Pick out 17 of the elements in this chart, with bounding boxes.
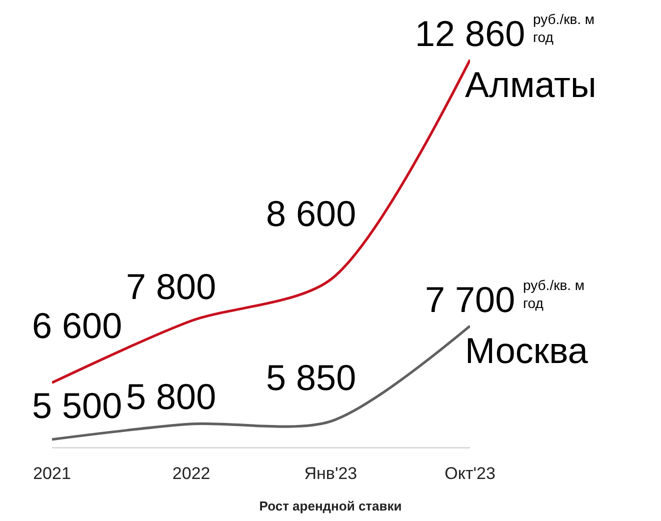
- annotation: руб./кв. м год: [523, 277, 585, 312]
- data-label: 12 860: [415, 13, 526, 54]
- series-label: Алматы: [465, 64, 596, 105]
- data-label: 7 800: [126, 266, 216, 307]
- x-tick-label: 2022: [172, 464, 210, 483]
- text: руб./кв. м год: [533, 11, 595, 46]
- data-label: 6 600: [32, 305, 122, 346]
- data-label: 5 850: [266, 357, 356, 398]
- data-label: 8 600: [266, 193, 356, 234]
- data-label: 5 800: [126, 376, 216, 417]
- data-label: 5 500: [32, 385, 122, 426]
- text: Рост арендной ставки: [259, 498, 402, 514]
- x-tick-label: 2021: [33, 464, 71, 483]
- series-label: Москва: [465, 330, 589, 371]
- x-tick-label: Окт'23: [444, 464, 496, 483]
- data-label: 7 700: [425, 279, 516, 320]
- x-tick-label: Янв'23: [304, 464, 358, 483]
